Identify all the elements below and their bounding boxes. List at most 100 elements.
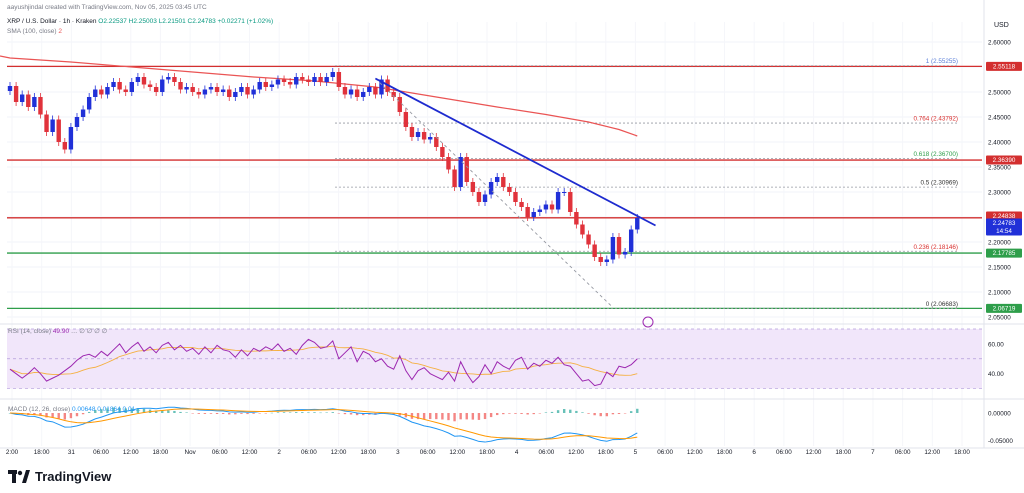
candle-body <box>549 204 555 210</box>
macd-histogram-bar <box>75 413 79 417</box>
candle-body <box>397 97 402 112</box>
rsi-legend-value: 49.90 <box>52 328 70 335</box>
macd-histogram-bar <box>246 413 249 415</box>
time-tick-label: 06:00 <box>895 449 911 456</box>
fib-level-label: 0 (2.06683) <box>926 301 958 308</box>
macd-histogram-bar <box>532 413 535 415</box>
candle-body <box>440 147 445 157</box>
candle-body <box>373 87 378 95</box>
candle-body <box>361 92 366 97</box>
time-tick-label: Nov <box>185 449 197 456</box>
candle-body <box>476 192 482 202</box>
macd-histogram-bar <box>422 413 426 420</box>
candle-body <box>464 157 469 182</box>
macd-histogram-bar <box>520 413 523 414</box>
macd-histogram-bar <box>161 410 164 413</box>
time-tick-label: 12:00 <box>924 449 940 456</box>
time-axis: 2:00 18:00 31 06:00 12:00 18:00 Nov 06:00 12:00 2… <box>6 449 971 456</box>
candle-body <box>354 89 360 97</box>
macd-histogram-bar <box>106 408 109 413</box>
candle-body <box>281 79 287 82</box>
macd-histogram-bar <box>118 407 121 413</box>
macd-histogram-bar <box>453 413 456 422</box>
macd-histogram-bar <box>605 413 609 417</box>
candle-body <box>141 77 147 85</box>
macd-histogram-bar <box>130 408 133 413</box>
macd-histogram-bar <box>282 412 286 413</box>
candle-body <box>269 84 275 87</box>
candle-body <box>586 234 591 245</box>
macd-histogram-bar <box>331 412 334 413</box>
candle-body <box>488 182 494 195</box>
candle-body <box>208 87 214 90</box>
candle-body <box>409 127 415 137</box>
rsi-legend-extra: … ∅ ∅ ∅ ∅ <box>70 328 108 335</box>
candle-body <box>580 224 585 235</box>
macd-histogram-bar <box>538 413 542 414</box>
macd-histogram-bar <box>301 412 304 413</box>
candle-body <box>294 77 299 85</box>
macd-histogram-bar <box>587 413 590 414</box>
time-tick-label: 06:00 <box>776 449 792 456</box>
candle-body <box>367 87 372 92</box>
macd-histogram-bar <box>429 413 432 420</box>
candle-body <box>507 187 512 192</box>
currency-label: USD <box>994 22 1009 29</box>
candle-body <box>391 92 396 97</box>
rsi-tick-label: 40.00 <box>988 371 1004 378</box>
macd-histogram-bar <box>215 413 219 415</box>
time-tick-label: 06:00 <box>301 449 317 456</box>
candle-body <box>312 77 317 82</box>
price-axis: 2.600002.550002.500002.450002.400002.350… <box>986 40 1022 445</box>
sma-legend[interactable]: SMA (100, close) 2 <box>7 28 62 35</box>
candle-body <box>318 77 323 82</box>
macd-histogram-bar <box>94 409 97 413</box>
tradingview-logo-icon <box>8 469 30 484</box>
macd-histogram-bar <box>185 412 188 413</box>
level-lines: 1 (2.55255) 0.764 (2.43792) 0.618 (2.36700… <box>7 58 982 310</box>
ohlc-values: O2.22537 H2.25003 L2.21501 C2.24783 +0.0… <box>98 18 274 25</box>
time-tick-label: 18:00 <box>479 449 495 456</box>
candle-body <box>519 202 524 207</box>
price-tag-label: 2.06719 <box>993 305 1016 312</box>
macd-histogram-bar <box>459 413 462 420</box>
candle-body <box>160 79 165 92</box>
candle-body <box>220 89 226 92</box>
macd-histogram-bar <box>593 413 596 416</box>
price-tag <box>986 248 1022 258</box>
candle-body <box>147 84 153 87</box>
fib-level-label: 1 (2.55255) <box>926 58 958 65</box>
drawings <box>374 77 656 328</box>
rsi-legend[interactable]: RSI (14, close) 49.90 … ∅ ∅ ∅ ∅ <box>8 327 107 335</box>
macd-histogram-bar <box>100 409 103 413</box>
price-tick-label: 2.60000 <box>988 40 1011 47</box>
macd-histogram-bar <box>435 413 438 420</box>
candle-body <box>555 192 561 210</box>
candle-body <box>616 237 622 255</box>
macd-histogram-bar <box>471 413 475 420</box>
candle-body <box>129 82 134 92</box>
candle-body <box>531 212 536 217</box>
macd-legend[interactable]: MACD (12, 26, close) 0.00648 0.01864 0.0… <box>8 406 141 413</box>
time-tick-label: 12:00 <box>331 449 347 456</box>
macd-histogram-bar <box>81 413 85 415</box>
time-tick-label: 12:00 <box>242 449 258 456</box>
price-tick-label: 2.35000 <box>988 165 1011 172</box>
macd-histogram-bar <box>209 413 213 414</box>
price-tag <box>986 155 1022 165</box>
candle-body <box>525 207 530 217</box>
macd-histogram-bar <box>508 413 511 414</box>
price-tag-label: 2.24783 <box>993 220 1016 227</box>
candle-body <box>117 82 122 90</box>
candle-body <box>111 82 116 87</box>
rsi-tick-label: 60.00 <box>988 341 1004 348</box>
macd-histogram-bar <box>343 413 347 415</box>
candle-body <box>245 87 250 95</box>
tradingview-brand[interactable]: TradingView <box>8 469 111 484</box>
fib-level-label: 0.764 (2.43792) <box>914 116 958 123</box>
time-tick-label: 18:00 <box>153 449 169 456</box>
publish-info: aayushjindal created with TradingView.co… <box>7 4 207 11</box>
macd-histogram-bar <box>258 413 261 414</box>
macd-histogram-bar <box>197 413 200 414</box>
